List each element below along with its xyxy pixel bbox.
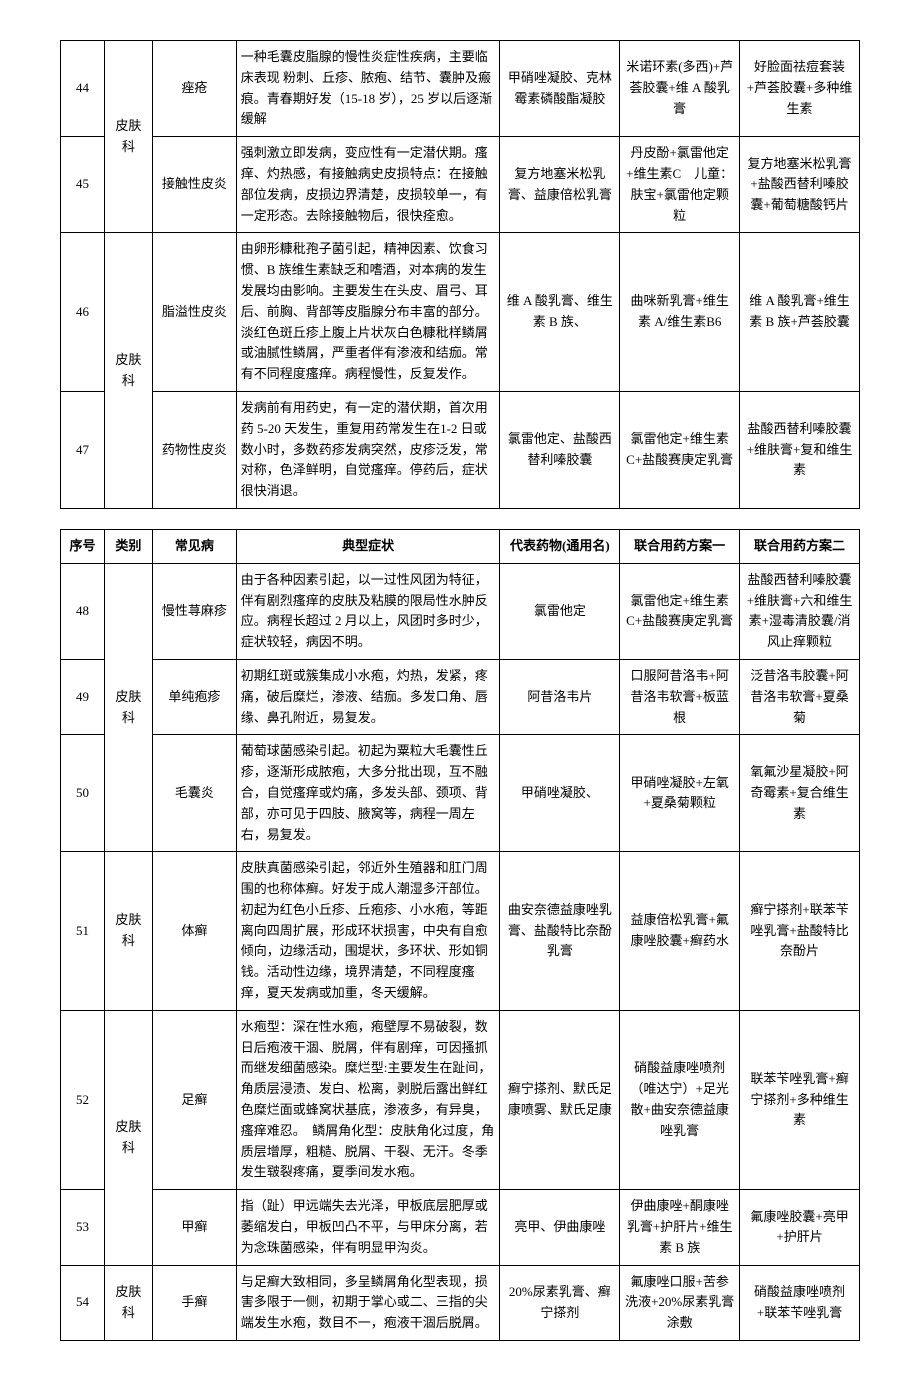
- disease-cell: 单纯疱疹: [152, 659, 236, 734]
- disease-cell: 痤疮: [152, 41, 236, 137]
- symptom-cell: 由于各种因素引起，以一过性风团为特征，伴有剧烈瘙痒的皮肤及粘膜的限局性水肿反应。…: [236, 563, 500, 659]
- disease-cell: 甲癣: [152, 1190, 236, 1265]
- drug-cell: 亮甲、伊曲康唑: [500, 1190, 620, 1265]
- header-cat: 类别: [104, 529, 152, 563]
- row-num: 49: [61, 659, 105, 734]
- row-num: 50: [61, 735, 105, 852]
- table-row: 52 皮肤科 足癣 水疱型：深在性水疱，疱壁厚不易破裂，数日后疱液干涸、脱屑，伴…: [61, 1010, 860, 1189]
- plan2-cell: 好脸面祛痘套装+芦荟胶囊+多种维生素: [740, 41, 860, 137]
- plan1-cell: 硝酸益康唑喷剂（唯达宁）+足光散+曲安奈德益康唑乳膏: [620, 1010, 740, 1189]
- row-num: 52: [61, 1010, 105, 1189]
- plan2-cell: 氟康唑胶囊+亮甲+护肝片: [740, 1190, 860, 1265]
- header-num: 序号: [61, 529, 105, 563]
- symptom-cell: 与足癣大致相同，多呈鳞屑角化型表现，损害多限于一侧，初期于掌心或二、三指的尖端发…: [236, 1265, 500, 1340]
- symptom-cell: 葡萄球菌感染引起。初起为粟粒大毛囊性丘疹，逐渐形成脓疱，大多分批出现，互不融合，…: [236, 735, 500, 852]
- drug-cell: 癣宁搽剂、默氏足康喷雾、默氏足康: [500, 1010, 620, 1189]
- symptom-cell: 皮肤真菌感染引起，邻近外生殖器和肛门周围的也称体癣。好发于成人潮湿多汗部位。初起…: [236, 852, 500, 1011]
- table-row: 54 皮肤科 手癣 与足癣大致相同，多呈鳞屑角化型表现，损害多限于一侧，初期于掌…: [61, 1265, 860, 1340]
- symptom-cell: 强刺激立即发病，变应性有一定潜伏期。瘙痒、灼热感，有接触病史皮损特点：在接触部位…: [236, 137, 500, 233]
- disease-cell: 慢性荨麻疹: [152, 563, 236, 659]
- category-cell: 皮肤科: [104, 852, 152, 1011]
- table-row: 47 药物性皮炎 发病前有用药史，有一定的潜伏期，首次用药 5-20 天发生，重…: [61, 391, 860, 508]
- category-cell: 皮肤科: [104, 1010, 152, 1265]
- disease-cell: 足癣: [152, 1010, 236, 1189]
- table-row: 50 毛囊炎 葡萄球菌感染引起。初起为粟粒大毛囊性丘疹，逐渐形成脓疱，大多分批出…: [61, 735, 860, 852]
- plan1-cell: 甲硝唑凝胶+左氧+夏桑菊颗粒: [620, 735, 740, 852]
- symptom-cell: 发病前有用药史，有一定的潜伏期，首次用药 5-20 天发生，重复用药常发生在1-…: [236, 391, 500, 508]
- symptom-cell: 水疱型：深在性水疱，疱壁厚不易破裂，数日后疱液干涸、脱屑，伴有剧痒，可因搔抓而继…: [236, 1010, 500, 1189]
- drug-cell: 阿昔洛韦片: [500, 659, 620, 734]
- disease-cell: 脂溢性皮炎: [152, 233, 236, 392]
- plan2-cell: 盐酸西替利嗪胶囊+维肤膏+复和维生素: [740, 391, 860, 508]
- table-row: 45 接触性皮炎 强刺激立即发病，变应性有一定潜伏期。瘙痒、灼热感，有接触病史皮…: [61, 137, 860, 233]
- disease-cell: 手癣: [152, 1265, 236, 1340]
- plan2-cell: 癣宁搽剂+联苯苄唑乳膏+盐酸特比奈酚片: [740, 852, 860, 1011]
- category-cell: 皮肤科: [104, 233, 152, 509]
- category-cell: 皮肤科: [104, 41, 152, 233]
- header-drug: 代表药物(通用名): [500, 529, 620, 563]
- disease-cell: 接触性皮炎: [152, 137, 236, 233]
- symptom-cell: 指（趾）甲远端失去光泽，甲板底层肥厚或萎缩发白，甲板凹凸不平，与甲床分离，若为念…: [236, 1190, 500, 1265]
- table-row: 51 皮肤科 体癣 皮肤真菌感染引起，邻近外生殖器和肛门周围的也称体癣。好发于成…: [61, 852, 860, 1011]
- plan1-cell: 丹皮酚+氯雷他定+维生素C 儿童：肤宝+氯雷他定颗粒: [620, 137, 740, 233]
- plan2-cell: 复方地塞米松乳膏+盐酸西替利嗪胶囊+葡萄糖酸钙片: [740, 137, 860, 233]
- drug-cell: 曲安奈德益康唑乳膏、盐酸特比奈酚乳膏: [500, 852, 620, 1011]
- plan2-cell: 盐酸西替利嗪胶囊+维肤膏+六和维生素+湿毒清胶囊/消风止痒颗粒: [740, 563, 860, 659]
- drug-cell: 氯雷他定、盐酸西替利嗪胶囊: [500, 391, 620, 508]
- category-cell: 皮肤科: [104, 563, 152, 852]
- drug-cell: 甲硝唑凝胶、: [500, 735, 620, 852]
- symptom-cell: 一种毛囊皮脂腺的慢性炎症性疾病，主要临床表现 粉刺、丘疹、脓疱、结节、囊肿及瘢痕…: [236, 41, 500, 137]
- drug-cell: 复方地塞米松乳膏、益康倍松乳膏: [500, 137, 620, 233]
- row-num: 53: [61, 1190, 105, 1265]
- row-num: 51: [61, 852, 105, 1011]
- row-num: 45: [61, 137, 105, 233]
- header-symptom: 典型症状: [236, 529, 500, 563]
- row-num: 44: [61, 41, 105, 137]
- table-row: 53 甲癣 指（趾）甲远端失去光泽，甲板底层肥厚或萎缩发白，甲板凹凸不平，与甲床…: [61, 1190, 860, 1265]
- plan1-cell: 伊曲康唑+酮康唑乳膏+护肝片+维生素 B 族: [620, 1190, 740, 1265]
- plan2-cell: 泛昔洛韦胶囊+阿昔洛韦软膏+夏桑菊: [740, 659, 860, 734]
- disease-cell: 体癣: [152, 852, 236, 1011]
- table-row: 46 皮肤科 脂溢性皮炎 由卵形糠秕孢子菌引起，精神因素、饮食习惯、B 族维生素…: [61, 233, 860, 392]
- category-cell: 皮肤科: [104, 1265, 152, 1340]
- symptom-cell: 由卵形糠秕孢子菌引起，精神因素、饮食习惯、B 族维生素缺乏和嗜酒，对本病的发生发…: [236, 233, 500, 392]
- row-num: 54: [61, 1265, 105, 1340]
- row-num: 47: [61, 391, 105, 508]
- table-row: 44 皮肤科 痤疮 一种毛囊皮脂腺的慢性炎症性疾病，主要临床表现 粉刺、丘疹、脓…: [61, 41, 860, 137]
- plan1-cell: 米诺环素(多西)+芦荟胶囊+维 A 酸乳膏: [620, 41, 740, 137]
- plan1-cell: 口服阿昔洛韦+阿昔洛韦软膏+板蓝根: [620, 659, 740, 734]
- header-row: 序号 类别 常见病 典型症状 代表药物(通用名) 联合用药方案一 联合用药方案二: [61, 529, 860, 563]
- plan1-cell: 氯雷他定+维生素 C+盐酸赛庚定乳膏: [620, 391, 740, 508]
- plan2-cell: 维 A 酸乳膏+维生素 B 族+芦荟胶囊: [740, 233, 860, 392]
- disease-cell: 药物性皮炎: [152, 391, 236, 508]
- drug-cell: 维 A 酸乳膏、维生素 B 族、: [500, 233, 620, 392]
- spacer: [60, 509, 860, 529]
- medication-table-2: 序号 类别 常见病 典型症状 代表药物(通用名) 联合用药方案一 联合用药方案二…: [60, 529, 860, 1341]
- table-row: 49 单纯疱疹 初期红斑或簇集成小水疱，灼热，发紧，疼痛，破后糜烂，渗液、结痂。…: [61, 659, 860, 734]
- plan1-cell: 氯雷他定+维生素C+盐酸赛庚定乳膏: [620, 563, 740, 659]
- header-disease: 常见病: [152, 529, 236, 563]
- plan1-cell: 益康倍松乳膏+氟康唑胶囊+癣药水: [620, 852, 740, 1011]
- table-row: 48 皮肤科 慢性荨麻疹 由于各种因素引起，以一过性风团为特征，伴有剧烈瘙痒的皮…: [61, 563, 860, 659]
- plan2-cell: 联苯苄唑乳膏+癣宁搽剂+多种维生素: [740, 1010, 860, 1189]
- header-plan2: 联合用药方案二: [740, 529, 860, 563]
- drug-cell: 甲硝唑凝胶、克林霉素磷酸酯凝胶: [500, 41, 620, 137]
- plan1-cell: 曲咪新乳膏+维生素 A/维生素B6: [620, 233, 740, 392]
- drug-cell: 20%尿素乳膏、癣宁搽剂: [500, 1265, 620, 1340]
- plan2-cell: 硝酸益康唑喷剂+联苯苄唑乳膏: [740, 1265, 860, 1340]
- row-num: 48: [61, 563, 105, 659]
- row-num: 46: [61, 233, 105, 392]
- drug-cell: 氯雷他定: [500, 563, 620, 659]
- disease-cell: 毛囊炎: [152, 735, 236, 852]
- plan2-cell: 氧氟沙星凝胶+阿奇霉素+复合维生素: [740, 735, 860, 852]
- medication-table-1: 44 皮肤科 痤疮 一种毛囊皮脂腺的慢性炎症性疾病，主要临床表现 粉刺、丘疹、脓…: [60, 40, 860, 509]
- symptom-cell: 初期红斑或簇集成小水疱，灼热，发紧，疼痛，破后糜烂，渗液、结痂。多发口角、唇缘、…: [236, 659, 500, 734]
- header-plan1: 联合用药方案一: [620, 529, 740, 563]
- plan1-cell: 氟康唑口服+苦参洗液+20%尿素乳膏涂敷: [620, 1265, 740, 1340]
